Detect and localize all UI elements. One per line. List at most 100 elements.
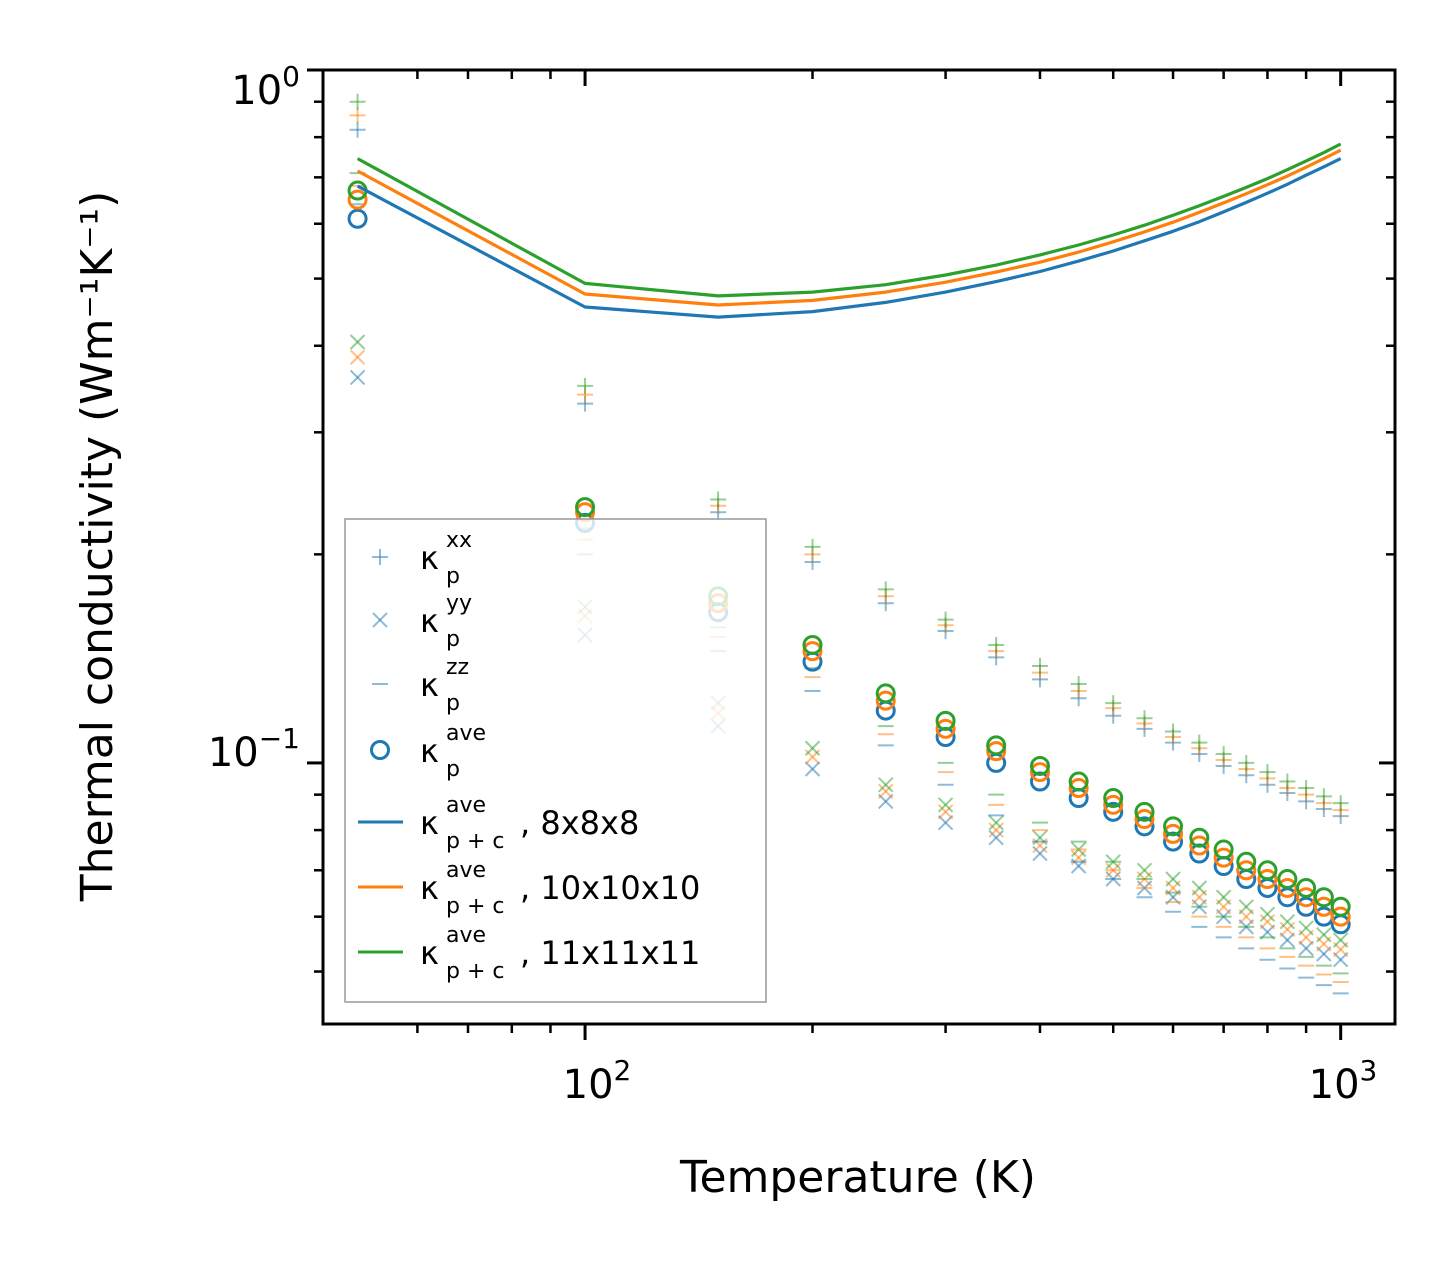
data-point <box>804 761 821 777</box>
data-point <box>988 636 1005 653</box>
legend-plus-swatch <box>372 549 388 565</box>
legend-label-sub: p + c <box>446 959 504 984</box>
data-point <box>878 777 894 793</box>
legend-entry-5: κ ave p + c , 10x10x10 <box>358 858 700 919</box>
data-point <box>877 581 894 598</box>
y-tick-label-1: 100 <box>231 60 300 114</box>
legend-label-base: κ <box>420 934 439 972</box>
legend-label-sub: p <box>446 564 460 589</box>
series-2 <box>349 93 1349 812</box>
data-point <box>1330 896 1351 917</box>
data-point <box>1103 788 1124 809</box>
y-tick-label-0.1: 10−1 <box>208 722 300 776</box>
legend-entry-2: κ zz p <box>372 655 469 716</box>
data-point <box>1279 914 1296 930</box>
data-point <box>1163 816 1184 837</box>
data-point <box>1215 746 1232 763</box>
legend-label-sub: p + c <box>446 829 504 854</box>
data-point <box>988 814 1004 831</box>
legend-label-rest: , 11x11x11 <box>520 934 700 972</box>
data-point <box>875 690 896 711</box>
legend-label: κ ave p + c , 11x11x11 <box>420 923 700 984</box>
data-point <box>1105 695 1122 712</box>
data-point <box>1165 723 1182 740</box>
legend-circle-swatch <box>370 740 390 760</box>
data-point <box>1298 920 1314 936</box>
legend-label-base: κ <box>420 804 439 842</box>
y-axis-label: Thermal conductivity (Wm⁻¹K⁻¹) <box>72 191 123 903</box>
data-point <box>577 377 594 394</box>
data-point <box>1332 932 1349 948</box>
data-point <box>1330 906 1351 927</box>
data-point <box>1236 860 1257 881</box>
legend-label-sup: ave <box>446 923 486 948</box>
data-point <box>986 735 1007 756</box>
data-point <box>1215 889 1232 905</box>
legend-label: κ xx p <box>420 528 472 589</box>
data-point <box>1277 877 1298 898</box>
legend-entry-3: κ ave p <box>370 721 486 782</box>
data-point <box>1279 773 1296 790</box>
legend-label-sup: yy <box>446 591 472 616</box>
data-point <box>1031 658 1048 675</box>
legend-label: κ ave p + c , 8x8x8 <box>420 793 639 854</box>
legend-entry-4: κ ave p + c , 8x8x8 <box>358 793 639 854</box>
legend-label-sub: p <box>446 757 460 782</box>
data-point <box>878 783 894 800</box>
data-point <box>1103 801 1124 822</box>
data-point <box>804 740 821 756</box>
series-12 <box>356 157 1342 319</box>
legend-label-rest: , 8x8x8 <box>520 804 639 842</box>
data-point <box>1298 940 1314 957</box>
legend-label: κ ave p + c , 10x10x10 <box>420 858 700 919</box>
data-point <box>937 797 954 813</box>
data-point <box>347 208 368 229</box>
data-point <box>1163 823 1184 844</box>
data-point <box>1279 921 1296 938</box>
series-13 <box>356 148 1342 307</box>
series-line <box>356 142 1342 298</box>
legend-x-swatch <box>372 612 388 628</box>
legend-label-rest: , 10x10x10 <box>520 869 700 907</box>
legend-box <box>344 518 767 1003</box>
series-5 <box>349 334 1349 948</box>
data-point <box>349 349 366 365</box>
data-point <box>1316 927 1332 943</box>
data-point <box>349 334 366 350</box>
data-point <box>1213 839 1234 860</box>
data-point <box>937 611 954 628</box>
data-point <box>1136 862 1153 878</box>
data-point <box>1259 914 1276 930</box>
data-point <box>804 538 821 555</box>
x-axis-label: Temperature (K) <box>679 1152 1036 1203</box>
data-point <box>1257 860 1278 881</box>
x-tick-label-100: 102 <box>563 1054 632 1108</box>
data-point <box>986 741 1007 762</box>
legend-entry-0: κ xx p <box>372 528 472 589</box>
plot-frame <box>321 68 1397 1026</box>
data-point <box>935 718 956 739</box>
data-point <box>802 641 823 662</box>
data-point <box>347 189 368 210</box>
legend-label-sub: p + c <box>446 894 504 919</box>
data-point <box>988 822 1004 838</box>
legend-label-base: κ <box>420 869 439 907</box>
legend-label-sub: p <box>446 627 460 652</box>
data-point <box>1134 816 1155 837</box>
legend-label-sup: ave <box>446 858 486 883</box>
data-point <box>1029 755 1050 776</box>
data-point <box>988 830 1004 846</box>
data-point <box>935 710 956 731</box>
data-point <box>1134 801 1155 822</box>
data-point <box>1068 771 1089 792</box>
data-point <box>1136 710 1153 727</box>
data-point <box>1163 831 1184 852</box>
data-point <box>1165 871 1181 887</box>
data-point <box>1313 887 1334 908</box>
data-point <box>1213 847 1234 868</box>
data-point <box>1257 868 1278 889</box>
data-point <box>1191 880 1208 896</box>
data-point <box>875 683 896 704</box>
